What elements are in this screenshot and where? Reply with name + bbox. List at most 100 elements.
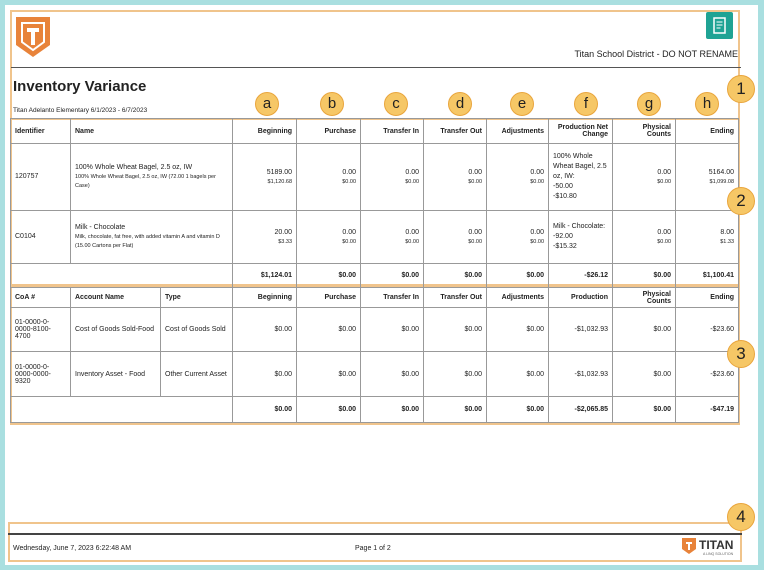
cell-line: $1,120.68 [267,178,292,185]
total-cell: -$26.12 [548,263,613,288]
timestamp: Wednesday, June 7, 2023 6:22:48 AM [13,545,132,552]
cell-line: 100% Whole Wheat Bagel, 2.5 oz, IW: [553,153,607,180]
rule [11,67,741,68]
cell: $0.00 [612,307,676,352]
cell-line: 0.00 [657,228,671,236]
total-cell: $0.00 [360,396,424,423]
footer-logo [682,538,696,554]
cell-line: 0.00 [530,168,544,176]
cell: 100% Whole Wheat Bagel, 2.5 oz, IW: -50.0… [548,143,613,211]
cell: Cost of Goods Sold [160,307,233,352]
cell: $0.00 [232,351,297,397]
cell: 0.00 $0.00 [296,210,361,264]
cell: $0.00 [423,307,487,352]
total-cell: $0.00 [423,263,487,288]
total-cell: $0.00 [486,396,549,423]
cell-line: $3.33 [278,238,292,245]
section-marker: 2 [727,187,755,215]
district-name: Titan School District - DO NOT RENAME [574,49,738,59]
column-marker: f [574,92,598,116]
column-header: Transfer In [360,118,424,144]
section-marker: 3 [727,340,755,368]
section-outline [10,10,740,120]
cell-line: 0.00 [468,228,482,236]
rule [8,533,742,535]
cell-line: 100% Whole Wheat Bagel, 2.5 oz, IW [75,164,193,171]
cell-line: -50.00 [553,183,573,190]
total-cell: $0.00 [296,396,361,423]
cell: $0.00 [486,351,549,397]
report-icon[interactable] [706,12,733,39]
column-header: Type [160,287,233,308]
brand-tagline: A LINQ SOLUTION [703,552,734,556]
cell-line: 0.00 [657,168,671,176]
data-row: C0104 Milk - Chocolate Milk, chocolate, fa… [10,210,739,264]
cell-line: 0.00 [342,228,356,236]
data-row: 01-0000-0-0000-8100-4700 Cost of Goods So… [10,307,739,352]
column-header: Ending [675,118,739,144]
cell: $0.00 [232,307,297,352]
column-header: Adjustments [486,287,549,308]
header-row: Identifier Name Beginning Purchase Transfer … [10,118,739,144]
cell: 120757 [10,143,71,211]
report-title: Inventory Variance [13,78,147,95]
total-cell: -$2,065.85 [548,396,613,423]
cell-line: $0.00 [405,238,419,245]
column-header: Beginning [232,118,297,144]
logo [16,17,50,57]
column-marker: e [510,92,534,116]
cell-line: -$10.80 [553,193,577,200]
cell-line: 120757 [15,173,39,180]
item-table: Identifier Name Beginning Purchase Transfer … [10,118,739,288]
column-header: Production [548,287,613,308]
column-header: Name [70,118,233,144]
cell-line: $0.00 [657,238,671,245]
cell-line: $0.00 [530,178,544,185]
cell: 0.00 $0.00 [612,143,676,211]
cell-line: C0104 [15,233,36,240]
data-row: 120757 100% Whole Wheat Bagel, 2.5 oz, IW… [10,143,739,211]
cell: 01-0000-0-0000-0000-9320 [10,351,71,397]
cell-line: 100% Whole Wheat Bagel, 2.5 oz, IW (72.0… [75,174,216,189]
cell-line: 8.00 [720,228,734,236]
total-cell: $0.00 [360,263,424,288]
cell: Inventory Asset - Food [70,351,161,397]
cell [10,263,233,288]
cell: $0.00 [423,351,487,397]
cell: 8.00 $1.33 [675,210,739,264]
cell-line: $0.00 [468,178,482,185]
cell-line: -$15.32 [553,243,577,250]
cell-line: $0.00 [657,178,671,185]
total-cell: $0.00 [486,263,549,288]
column-header: Transfer Out [423,118,487,144]
cell: Milk - Chocolate: -92.00 -$15.32 [548,210,613,264]
column-header: Transfer In [360,287,424,308]
section-marker: 1 [727,75,755,103]
cell-line: Milk - Chocolate: [553,223,606,230]
cell-line: 0.00 [530,228,544,236]
cell: $0.00 [360,351,424,397]
section-marker: 4 [727,503,755,531]
cell: 5189.00 $1,120.68 [232,143,297,211]
cell: 0.00 $0.00 [423,210,487,264]
cell: 0.00 $0.00 [486,143,549,211]
column-marker: d [448,92,472,116]
cell: C0104 [10,210,71,264]
column-header: Account Name [70,287,161,308]
cell: $0.00 [486,307,549,352]
data-row: 01-0000-0-0000-0000-9320 Inventory Asset … [10,351,739,397]
total-cell: $0.00 [612,396,676,423]
cell: Other Current Asset [160,351,233,397]
total-cell: -$47.19 [675,396,739,423]
cell: $0.00 [296,307,361,352]
column-header: Purchase [296,118,361,144]
cell-line: Milk - Chocolate [75,224,126,231]
cell-line: 0.00 [405,228,419,236]
cell: -$1,032.93 [548,307,613,352]
column-header: CoA # [10,287,71,308]
cell: $0.00 [612,351,676,397]
total-row: $0.00 $0.00 $0.00 $0.00 $0.00 -$2,065.85 $0.00… [10,396,739,423]
column-header: Beginning [232,287,297,308]
cell: $0.00 [360,307,424,352]
